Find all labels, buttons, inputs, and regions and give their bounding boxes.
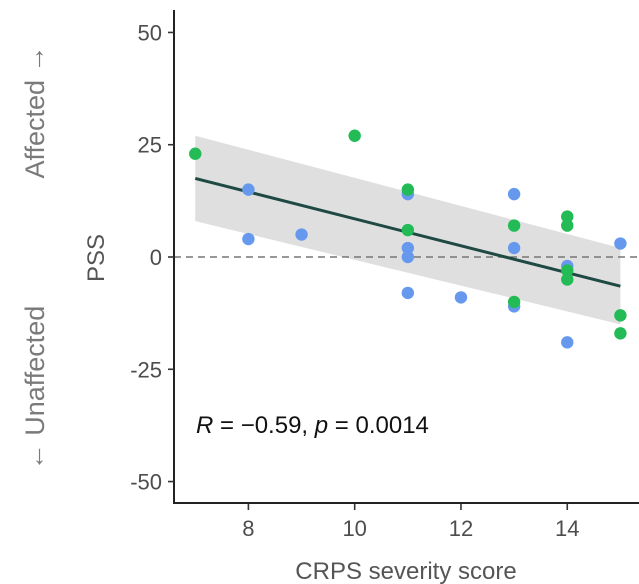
x-tick-label: 12 [449,516,473,541]
y-axis-title: PSS [83,234,110,282]
r-symbol: R [196,412,213,439]
plot-clip-group [174,129,639,349]
y-tick-label: 0 [150,245,162,270]
data-point-series2-2 [348,129,361,142]
p-symbol: p [314,412,328,439]
x-tick-label: 10 [342,516,366,541]
data-point-series2-7 [561,210,574,223]
y-tick-label: -50 [130,470,162,495]
x-ticks: 8 10 12 14 [242,504,579,541]
x-tick-label: 14 [555,516,579,541]
r-value: = −0.59, [213,412,314,439]
y-tick-label: 50 [138,20,162,45]
data-point-series2-3 [401,183,415,196]
data-point-series2-6 [507,295,521,309]
data-point-series1-5 [401,241,415,255]
x-axis-title: CRPS severity score [295,558,516,584]
plot-area [174,129,639,349]
data-point-series2-10 [561,273,574,286]
y-tick-label: 25 [138,133,162,158]
data-point-series1-3 [295,228,308,241]
side-label-affected: Affected → [20,45,50,178]
data-point-series1-6 [401,250,415,264]
data-point-series1-8 [454,291,468,304]
y-ticks: -50 -25 0 25 50 [130,20,174,495]
y-tick-label: -25 [130,357,162,382]
data-point-series1-2 [242,232,255,246]
data-point-series2-4 [401,223,415,237]
data-point-series1-9 [507,187,521,201]
p-value: = 0.0014 [328,412,429,439]
side-label-unaffected: ← Unaffected [20,306,50,471]
data-point-series2-11 [614,309,627,322]
data-point-series1-13 [561,336,574,349]
data-point-series2-1 [189,147,202,160]
data-point-series2-12 [614,327,627,340]
data-point-series1-7 [401,286,415,300]
data-point-series2-9 [561,264,574,277]
x-tick-label: 8 [242,516,254,541]
data-point-series1-10 [507,241,521,255]
data-point-series1-14 [614,237,627,250]
correlation-annotation: R = −0.59, p = 0.0014 [196,412,429,439]
data-point-series1-1 [242,183,255,196]
data-point-series2-8 [561,219,574,232]
data-point-series2-5 [507,219,521,232]
